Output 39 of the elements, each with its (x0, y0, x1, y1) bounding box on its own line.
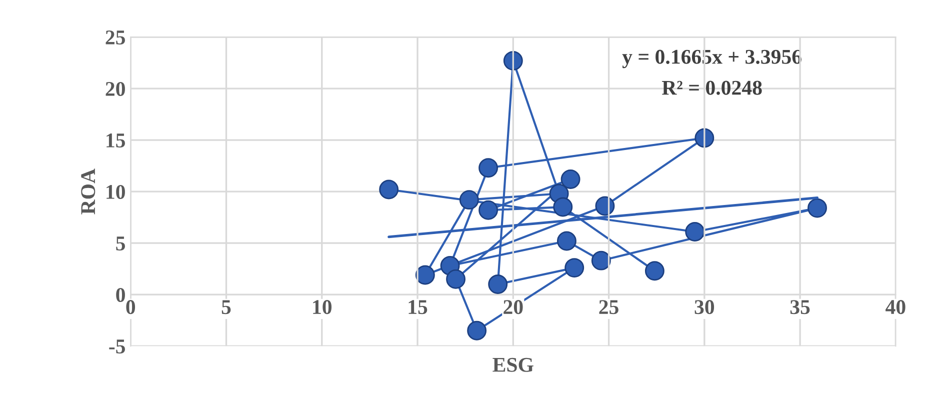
x-axis-title: ESG (492, 358, 534, 372)
y-tick-label: 0 (116, 288, 125, 302)
point (685, 222, 705, 242)
point (415, 265, 435, 285)
x-tick-label: 30 (694, 300, 714, 314)
x-tick-label: 10 (313, 300, 332, 314)
x-tick-label: 5 (222, 300, 231, 314)
x-tick-label: 0 (126, 300, 136, 314)
y-tick-label: -5 (109, 340, 125, 354)
y-tick-label: 15 (106, 134, 125, 148)
point (379, 180, 399, 200)
point (556, 231, 576, 251)
point (459, 190, 479, 210)
point (591, 250, 611, 270)
y-axis-title: ROA (81, 168, 96, 214)
point (488, 274, 508, 294)
x-tick-label: 40 (886, 300, 906, 314)
point (644, 261, 664, 281)
point (560, 169, 580, 189)
point (478, 158, 498, 178)
annotation: y = 0.1665x + 3.3956 (622, 50, 802, 68)
point (478, 200, 498, 220)
x-tick-label: 20 (504, 300, 523, 314)
point (564, 258, 584, 278)
point (694, 128, 714, 148)
y-tick-label: 25 (106, 30, 125, 45)
point (446, 269, 466, 289)
point (553, 197, 573, 217)
x-tick-label: 35 (790, 300, 810, 314)
point (467, 320, 487, 340)
y-tick-label: 20 (106, 82, 125, 96)
y-tick-label: 5 (116, 236, 125, 251)
x-tick-label: 25 (599, 300, 618, 314)
point (595, 196, 615, 216)
y-tick-label: 10 (106, 184, 125, 200)
point (808, 198, 827, 218)
point (503, 51, 523, 70)
x-tick-label: 15 (408, 300, 428, 314)
annotation: R² = 0.0248 (662, 80, 762, 95)
